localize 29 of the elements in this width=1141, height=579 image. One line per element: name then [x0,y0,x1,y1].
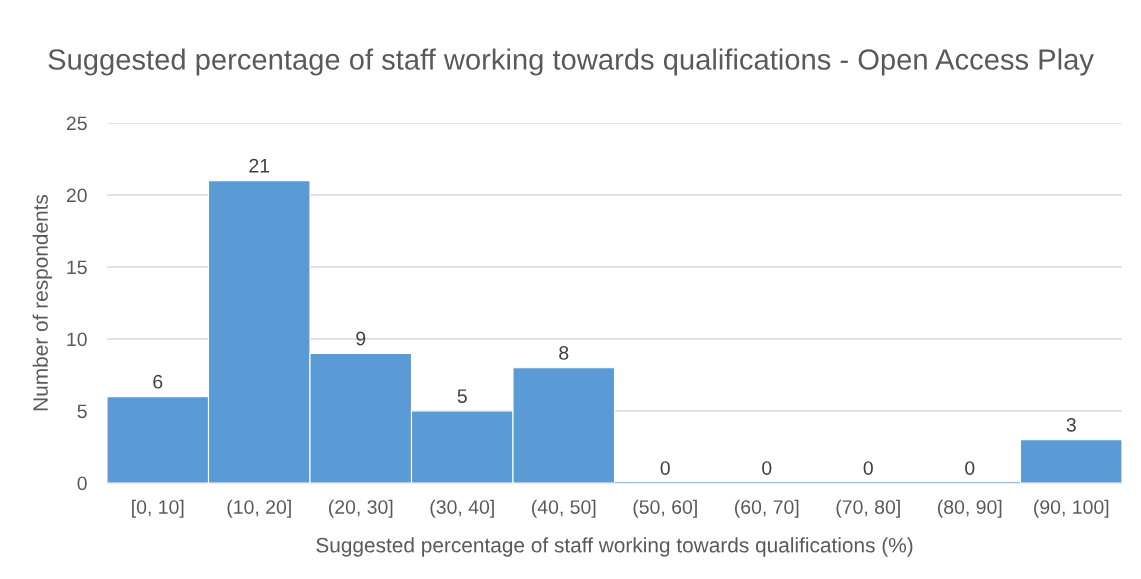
data-label: 0 [965,461,975,475]
x-tick-label: (90, 100] [1034,499,1109,518]
data-label: 3 [1066,418,1076,432]
x-tick-label: (50, 60] [633,499,697,518]
data-label: 21 [249,158,270,173]
y-tick-label: 0 [77,476,87,491]
x-tick-label: (80, 90] [937,499,1002,518]
data-label: 0 [762,461,772,475]
data-label: 6 [153,374,163,389]
data-label: 0 [660,461,670,475]
data-label: 0 [863,461,873,475]
y-tick-label: 25 [66,116,87,131]
data-label: 9 [356,331,366,346]
x-tick-label: (70, 80] [836,499,900,518]
x-tick-label: (30, 40] [430,499,494,518]
y-tick-label: 15 [67,260,87,275]
x-tick-label: (10, 20] [227,499,291,518]
x-tick-label: (60, 70] [734,499,799,518]
y-tick-label: 5 [77,404,87,419]
y-axis-title: Number of respondents [32,194,53,411]
x-tick-label: (20, 30] [328,499,393,518]
data-label: 8 [559,346,569,360]
y-tick-label: 20 [66,188,87,203]
x-tick-label: [0, 10] [132,499,184,518]
chart-title: Suggested percentage of staff working towards qualifications - Open Access Play [48,48,1094,76]
x-tick-label: (40, 50] [531,499,596,518]
x-axis-title: Suggested percentage of staff working towards qualifications (%) [316,537,913,557]
data-label: 5 [457,389,467,403]
y-tick-label: 10 [67,332,87,347]
